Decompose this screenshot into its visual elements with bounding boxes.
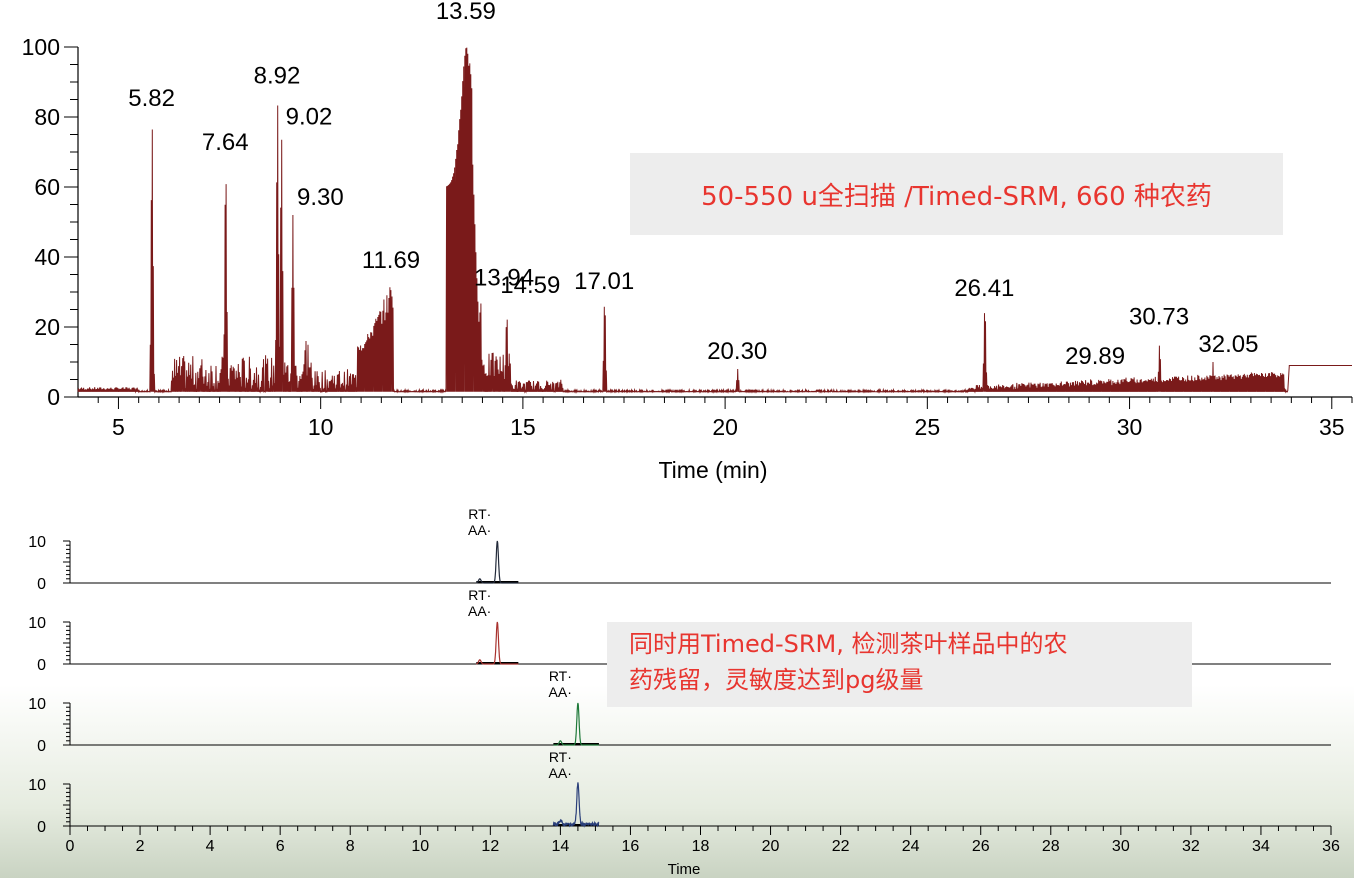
srm-aa-label: AA· xyxy=(468,522,491,538)
top-y-tick-label: 40 xyxy=(34,244,60,270)
top-x-tick-label: 15 xyxy=(510,414,536,440)
peak-label: 20.30 xyxy=(707,338,767,365)
srm-panel: 0 10 RT·AA· xyxy=(28,749,1331,836)
top-x-tick-label: 25 xyxy=(915,414,941,440)
srm-x-tick-label: 28 xyxy=(1042,838,1060,855)
srm-rt-label: RT· xyxy=(468,587,491,603)
peak-label: 5.82 xyxy=(128,85,175,112)
srm-y-tick-label: 10 xyxy=(28,615,46,632)
srm-x-tick-label: 18 xyxy=(692,838,710,855)
top-x-axis-label: Time (min) xyxy=(658,457,767,483)
peak-label: 9.30 xyxy=(297,184,344,211)
srm-x-tick-label: 6 xyxy=(276,838,285,855)
srm-x-tick-label: 24 xyxy=(902,838,920,855)
srm-aa-label: AA· xyxy=(549,684,572,700)
srm-x-tick-label: 16 xyxy=(622,838,640,855)
peak-label: 13.94 xyxy=(474,265,534,292)
srm-x-tick-label: 2 xyxy=(136,838,145,855)
srm-panel: 0 10 RT·AA· xyxy=(28,668,1331,755)
top-y-tick-label: 60 xyxy=(34,174,60,200)
peak-label: 14.59 xyxy=(500,272,560,299)
srm-x-tick-label: 8 xyxy=(346,838,355,855)
srm-rt-label: RT· xyxy=(468,506,491,522)
peak-label: 7.64 xyxy=(202,129,249,156)
srm-trace xyxy=(552,782,600,828)
full-scan-note: 50-550 u全扫描 /Timed-SRM, 660 种农药 xyxy=(630,153,1283,235)
peak-label: 32.05 xyxy=(1198,331,1258,358)
srm-y-tick-label: 0 xyxy=(37,657,46,674)
srm-x-tick-label: 20 xyxy=(762,838,780,855)
peak-label: 26.41 xyxy=(954,275,1014,302)
srm-rt-label: RT· xyxy=(549,749,572,765)
srm-y-tick-label: 10 xyxy=(28,534,46,551)
srm-x-tick-label: 0 xyxy=(66,838,75,855)
srm-x-tick-label: 36 xyxy=(1322,838,1340,855)
top-y-tick-label: 80 xyxy=(34,104,60,130)
peak-label: 11.69 xyxy=(362,247,420,274)
srm-trace xyxy=(476,621,519,665)
srm-x-tick-label: 12 xyxy=(481,838,499,855)
top-x-tick-label: 10 xyxy=(308,414,334,440)
full-scan-note-text: 50-550 u全扫描 /Timed-SRM, 660 种农药 xyxy=(701,181,1212,212)
top-x-tick-label: 30 xyxy=(1117,414,1143,440)
srm-note: 同时用Timed-SRM, 检测茶叶样品中的农 药残留，灵敏度达到pg级量 xyxy=(607,622,1192,707)
tic-trace xyxy=(77,47,1352,394)
srm-y-tick-label: 0 xyxy=(37,576,46,593)
srm-aa-label: AA· xyxy=(468,603,491,619)
srm-trace xyxy=(476,540,519,584)
srm-x-tick-label: 30 xyxy=(1112,838,1130,855)
srm-x-tick-label: 4 xyxy=(206,838,215,855)
peak-label: 9.02 xyxy=(286,104,333,131)
srm-x-tick-label: 14 xyxy=(551,838,569,855)
top-x-tick-label: 35 xyxy=(1319,414,1345,440)
top-x-tick-label: 5 xyxy=(112,414,125,440)
bottom-x-axis-label: Time xyxy=(668,861,701,878)
top-x-tick-label: 20 xyxy=(712,414,738,440)
srm-y-tick-label: 0 xyxy=(37,738,46,755)
peak-label: 29.89 xyxy=(1065,343,1125,370)
peak-label: 30.73 xyxy=(1129,304,1189,331)
srm-aa-label: AA· xyxy=(549,765,572,781)
peak-label: 13.59 xyxy=(436,0,496,25)
top-y-tick-label: 0 xyxy=(47,384,60,410)
srm-x-tick-label: 22 xyxy=(832,838,850,855)
peak-label: 17.01 xyxy=(574,268,634,295)
srm-note-line1: 同时用Timed-SRM, 检测茶叶样品中的农 xyxy=(629,630,1068,658)
srm-x-tick-label: 32 xyxy=(1182,838,1200,855)
srm-x-tick-label: 10 xyxy=(411,838,429,855)
top-y-tick-label: 100 xyxy=(22,34,60,60)
srm-rt-label: RT· xyxy=(549,668,572,684)
top-y-tick-label: 20 xyxy=(34,314,60,340)
srm-y-tick-label: 0 xyxy=(37,819,46,836)
srm-trace xyxy=(553,702,599,746)
srm-x-tick-label: 34 xyxy=(1252,838,1270,855)
peak-label: 8.92 xyxy=(254,63,301,90)
srm-y-tick-label: 10 xyxy=(28,777,46,794)
srm-y-tick-label: 10 xyxy=(28,696,46,713)
srm-x-tick-label: 26 xyxy=(972,838,990,855)
srm-panel: 0 10 RT·AA· xyxy=(28,506,1331,593)
srm-note-line2: 药残留，灵敏度达到pg级量 xyxy=(629,666,924,694)
